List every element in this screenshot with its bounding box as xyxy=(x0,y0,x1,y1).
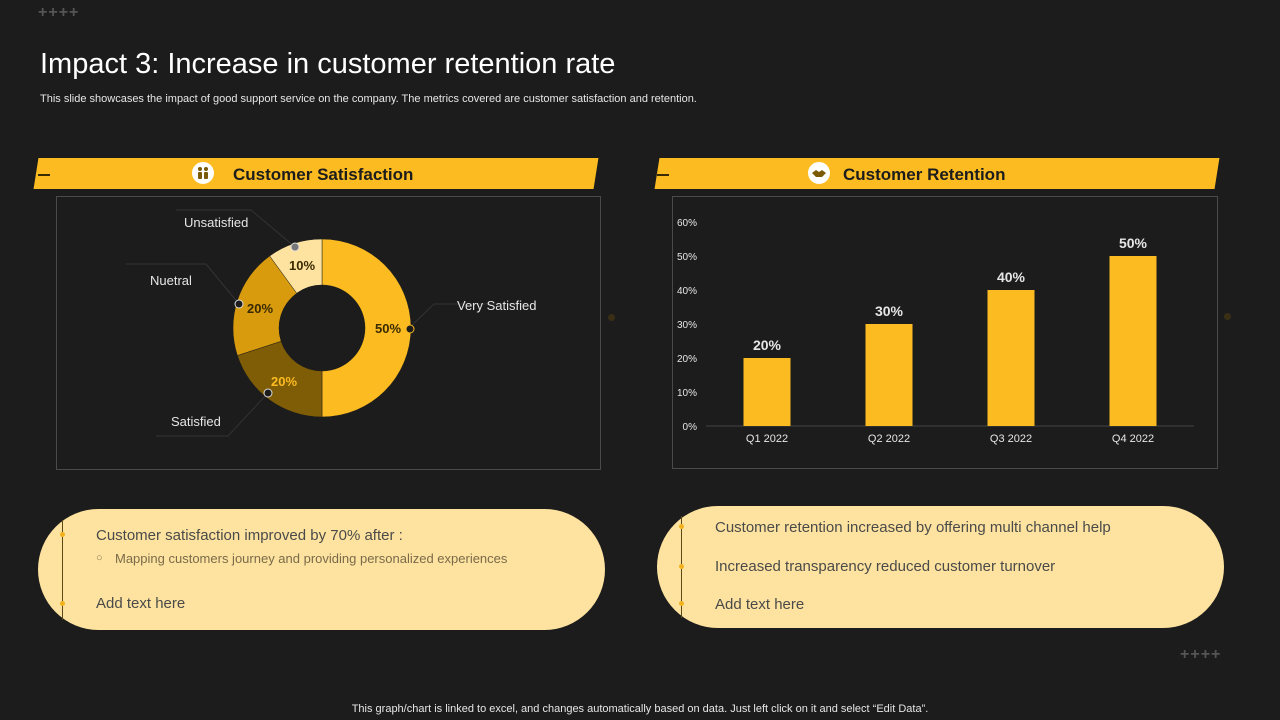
bar-value-label: 50% xyxy=(1119,235,1148,251)
slice-value-very-satisfied: 50% xyxy=(375,321,401,336)
decor-dot xyxy=(1224,313,1231,320)
satisfaction-notes-timeline xyxy=(62,520,63,620)
marker-very-satisfied xyxy=(405,324,415,334)
leader-line-satisfied xyxy=(156,392,269,437)
page-title: Impact 3: Increase in customer retention… xyxy=(40,48,616,80)
slice-value-satisfied: 20% xyxy=(271,374,297,389)
page-subtitle: This slide showcases the impact of good … xyxy=(40,93,697,105)
bar-chart: 0% 10% 20% 30% 40% 50% 60% 20% Q1 2022 30% Q2 202… xyxy=(677,218,1194,445)
donut-chart: 50% 20% 20% 10% Very Satisfied Satisfied… xyxy=(126,209,537,437)
donut-slice-very-satisfied xyxy=(321,238,412,418)
timeline-dot xyxy=(679,524,684,529)
retention-banner-label: Customer Retention xyxy=(843,165,1006,184)
retention-note-1: Customer retention increased by offering… xyxy=(715,519,1111,536)
leader-line-unsatisfied xyxy=(176,209,296,248)
bar-q4-2022 xyxy=(1109,256,1157,426)
footer-note: This graph/chart is linked to excel, and… xyxy=(351,703,929,715)
decor-plus-bottom: ++++ xyxy=(1180,646,1222,663)
donut-slice-satisfied xyxy=(237,340,323,418)
retention-notes-panel xyxy=(657,506,1224,628)
slice-label-nuetral: Nuetral xyxy=(150,273,192,288)
slice-value-nuetral: 20% xyxy=(247,301,273,316)
slice-label-unsatisfied: Unsatisfied xyxy=(184,215,248,230)
retention-note-2: Increased transparency reduced customer … xyxy=(715,558,1056,575)
slice-label-satisfied: Satisfied xyxy=(171,414,221,429)
y-tick-label: 30% xyxy=(677,320,697,331)
retention-note-3: Add text here xyxy=(715,596,805,613)
satisfaction-banner-dash xyxy=(38,174,50,176)
y-tick-label: 10% xyxy=(677,388,697,399)
timeline-dot xyxy=(679,601,684,606)
people-icon xyxy=(190,160,216,186)
satisfaction-banner-label: Customer Satisfaction xyxy=(233,165,414,184)
satisfaction-notes-panel xyxy=(38,509,605,630)
timeline-dot xyxy=(60,532,65,537)
slice-value-unsatisfied: 10% xyxy=(289,258,315,273)
timeline-dot xyxy=(60,601,65,606)
marker-satisfied xyxy=(263,388,273,398)
bar-value-label: 30% xyxy=(875,303,904,319)
donut-chart-frame xyxy=(56,196,601,470)
leader-line-very-satisfied xyxy=(409,303,526,328)
satisfaction-note-3: Add text here xyxy=(96,595,186,612)
satisfaction-sub-bullet: Mapping customers journey and providing … xyxy=(115,551,508,566)
sub-bullet-glyph: ○ xyxy=(96,552,103,564)
bar-value-label: 20% xyxy=(753,337,782,353)
y-tick-label: 60% xyxy=(677,218,697,229)
donut-slice-nuetral xyxy=(232,255,298,356)
x-tick-label: Q4 2022 xyxy=(1112,433,1154,445)
y-tick-label: 0% xyxy=(683,422,698,433)
bar-value-label: 40% xyxy=(997,269,1026,285)
satisfaction-note-1: Customer satisfaction improved by 70% af… xyxy=(96,527,403,544)
marker-unsatisfied xyxy=(290,242,300,252)
y-tick-label: 50% xyxy=(677,252,697,263)
donut-slice-unsatisfied xyxy=(269,238,323,294)
bar-q2-2022 xyxy=(865,324,913,426)
bar-q3-2022 xyxy=(987,290,1035,426)
timeline-dot xyxy=(679,564,684,569)
x-tick-label: Q2 2022 xyxy=(868,433,910,445)
retention-banner-dash xyxy=(657,174,669,176)
marker-nuetral xyxy=(234,299,244,309)
x-tick-label: Q1 2022 xyxy=(746,433,788,445)
bar-q1-2022 xyxy=(743,358,791,426)
handshake-icon xyxy=(806,160,832,186)
slice-label-very-satisfied: Very Satisfied xyxy=(457,298,537,313)
y-tick-label: 40% xyxy=(677,286,697,297)
leader-line-nuetral xyxy=(126,263,240,305)
decor-plus-top: ++++ xyxy=(38,4,80,21)
x-tick-label: Q3 2022 xyxy=(990,433,1032,445)
bar-chart-frame xyxy=(672,196,1218,469)
y-tick-label: 20% xyxy=(677,354,697,365)
decor-dot xyxy=(608,314,615,321)
